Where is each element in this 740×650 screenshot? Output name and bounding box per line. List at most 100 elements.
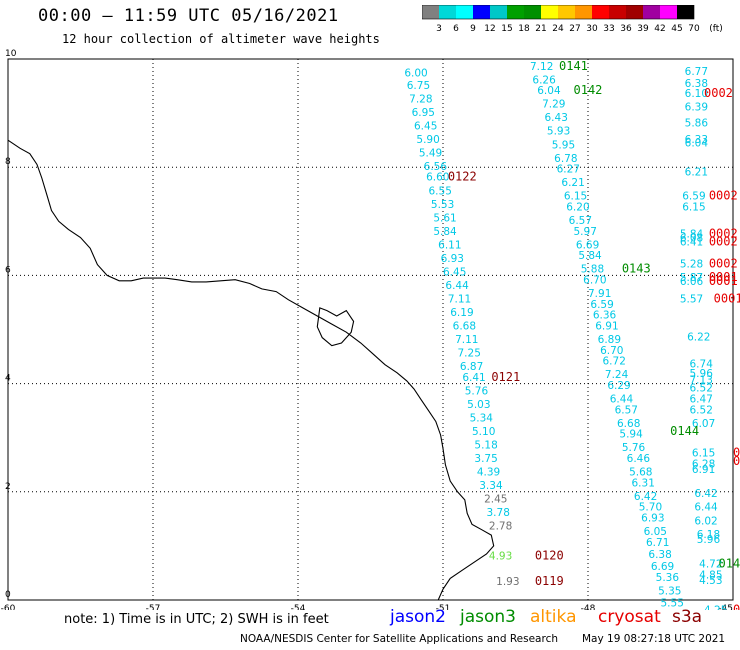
timestamp: May 19 08:27:18 UTC 2021 — [582, 633, 726, 645]
credit-text: NOAA/NESDIS Center for Satellite Applica… — [240, 633, 558, 645]
map-frame — [7, 58, 734, 601]
swh-value: 5.84 — [578, 250, 602, 262]
swh-value: 6.89 — [598, 334, 621, 346]
swh-value: 6.42 — [634, 491, 657, 503]
swh-value: 6.39 — [685, 101, 708, 113]
orbit-number: 000 — [733, 454, 740, 468]
swh-value: 5.10 — [472, 426, 495, 438]
swh-value: 6.56 — [424, 161, 448, 173]
colorbar-swatch — [473, 5, 490, 19]
swh-value: 5.90 — [416, 134, 439, 146]
swh-value: 6.75 — [407, 80, 430, 92]
swh-value: 6.41 — [462, 372, 485, 384]
colorbar-label: 24 — [552, 24, 564, 34]
swh-value: 6.87 — [460, 361, 483, 373]
orbit-number: 0141 — [559, 59, 588, 73]
swh-value: 6.52 — [690, 383, 713, 395]
x-tick-label: -48 — [581, 604, 596, 610]
orbit-number: 00 — [733, 603, 740, 610]
orbit-number: 0121 — [491, 370, 520, 384]
swh-value: 6.57 — [569, 215, 592, 227]
coastline-path — [7, 139, 495, 601]
swh-value: 6.45 — [414, 120, 437, 132]
swh-value: 6.59 — [590, 299, 613, 311]
colorbar-swatch — [643, 5, 660, 19]
swh-value: 5.96 — [690, 368, 714, 380]
colorbar-label: 9 — [470, 24, 476, 34]
y-tick-label: 6 — [5, 265, 11, 275]
swh-value: 5.03 — [467, 399, 490, 411]
orbit-number: 0143 — [622, 262, 651, 276]
swh-value: 7.13 — [690, 375, 713, 387]
swh-values: 6.006.757.286.956.455.905.496.566.606.55… — [404, 61, 727, 610]
swh-value: 7.11 — [448, 293, 471, 305]
swh-value: 6.15 — [682, 201, 705, 213]
swh-value: 6.38 — [648, 549, 671, 561]
swh-value: 6.72 — [603, 356, 626, 368]
swh-value: 5.76 — [465, 385, 489, 397]
colorbar-swatch — [677, 5, 694, 19]
swh-value: 7.91 — [588, 288, 611, 300]
swh-value: 6.91 — [595, 321, 618, 333]
x-tick-label: -54 — [291, 604, 306, 610]
colorbar-label: 33 — [603, 24, 614, 34]
swh-value: 6.36 — [593, 310, 617, 322]
swh-value: 5.88 — [581, 264, 604, 276]
swh-value: 6.59 — [682, 191, 705, 203]
swh-value: 5.84 — [680, 229, 704, 241]
axis-ticks: -60 -57 -54 -51 -48 -45 0 2 4 6 8 10 — [1, 49, 733, 610]
colorbar-label: 45 — [671, 24, 682, 34]
colorbar-label: 3 — [436, 24, 442, 34]
swh-value: 6.70 — [583, 275, 606, 287]
y-tick-label: 2 — [5, 482, 11, 492]
swh-value: 6.78 — [554, 153, 577, 165]
orbit-number: 0119 — [535, 574, 564, 588]
swh-value: 6.15 — [564, 191, 587, 203]
colorbar-swatch — [626, 5, 643, 19]
swh-value: 4.85 — [699, 569, 722, 581]
colorbar-swatch — [575, 5, 592, 19]
swh-value: 7.28 — [409, 93, 432, 105]
swh-value: 6.60 — [426, 172, 449, 184]
y-tick-label: 8 — [5, 157, 11, 167]
swh-value: 6.28 — [692, 458, 715, 470]
orbit-number: 0142 — [574, 83, 603, 97]
swh-value: 6.43 — [545, 112, 568, 124]
swh-value: 6.38 — [685, 78, 708, 90]
colorbar-label: 30 — [586, 24, 598, 34]
swh-value: 3.78 — [487, 507, 510, 519]
swh-value: 7.29 — [542, 99, 565, 111]
orbit-number: 0002 — [704, 86, 733, 100]
swh-value: 6.95 — [412, 107, 435, 119]
wave-height-map: -60 -57 -54 -51 -48 -45 0 2 4 6 8 10 6.006.757.28 6.… — [1, 49, 740, 610]
swh-value: 6.42 — [694, 488, 717, 500]
colorbar-label: 12 — [484, 24, 495, 34]
swh-value: 5.93 — [547, 126, 570, 138]
swh-value: 2.45 — [484, 494, 507, 506]
swh-value: 6.44 — [694, 502, 718, 514]
swh-value: 6.18 — [697, 529, 720, 541]
swh-value: 7.12 — [530, 61, 553, 73]
swh-value: 4.93 — [489, 550, 512, 562]
swh-value: 5.36 — [656, 572, 680, 584]
swh-value: 1.93 — [496, 576, 519, 588]
orbit-number: 0001 — [714, 291, 740, 305]
colorbar-swatch — [558, 5, 575, 19]
swh-value: 6.45 — [443, 266, 466, 278]
orbit-number: 0145 — [719, 557, 740, 571]
y-tick-label: 4 — [5, 374, 11, 384]
colorbar-swatch — [541, 5, 558, 19]
swh-value: 6.33 — [685, 134, 708, 146]
orbit-number: 0001 — [709, 274, 738, 288]
swh-value: 6.22 — [687, 331, 710, 343]
colorbar-swatch — [609, 5, 626, 19]
swh-value: 7.24 — [605, 369, 629, 381]
swh-value: 6.04 — [537, 85, 561, 97]
swh-value: 3.34 — [479, 480, 503, 492]
orbit-number: 0002 — [709, 235, 738, 249]
legend-s3a: s3a — [672, 607, 703, 627]
swh-value: 5.94 — [619, 429, 643, 441]
orbit-number: 0002 — [709, 256, 738, 270]
swh-value: 4.72 — [699, 559, 722, 571]
swh-value: 6.91 — [692, 464, 715, 476]
